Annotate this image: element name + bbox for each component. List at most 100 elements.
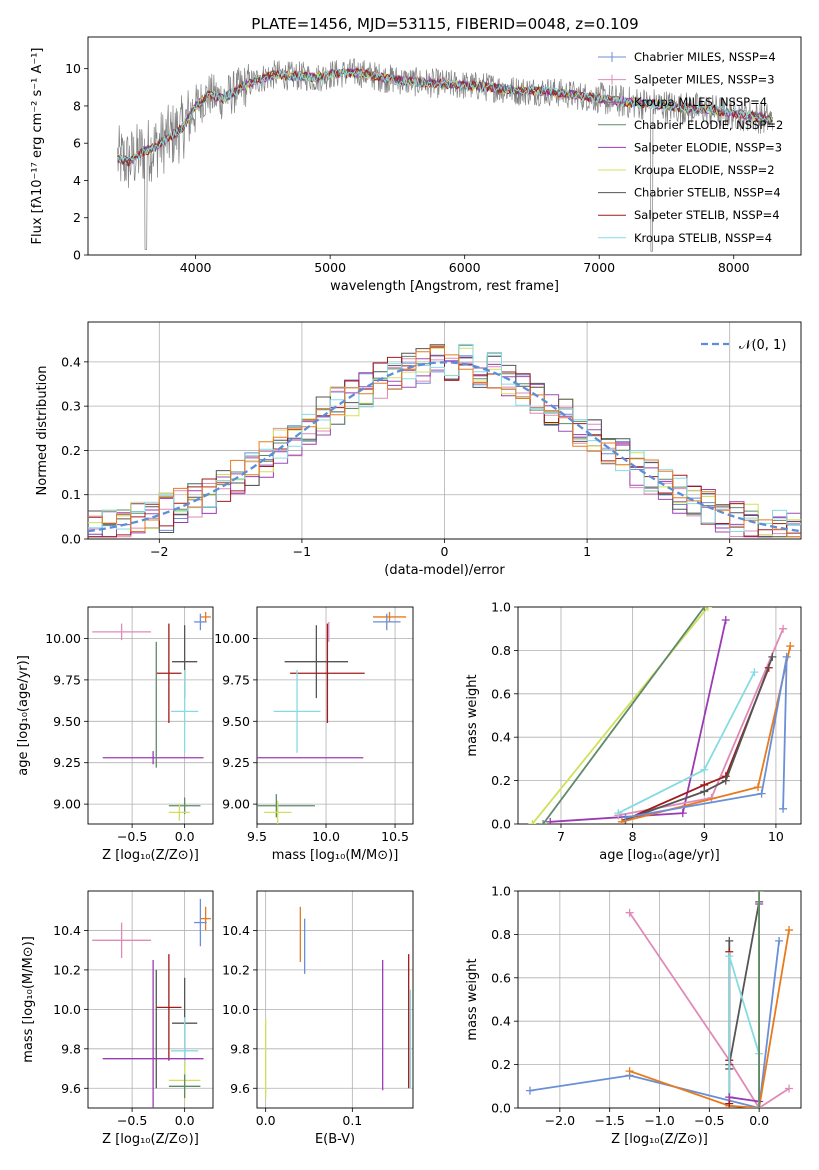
massweight_vs_Z-point-marker: [625, 1067, 634, 1076]
residuals-ytick-label: 0.4: [61, 354, 81, 369]
spectrum-model-line: [117, 67, 773, 166]
massweight_vs_Z-point-marker: [625, 908, 634, 917]
residuals-xtick-label: 2: [726, 544, 734, 559]
residuals-normal-curve: [88, 361, 801, 533]
age_vs_Z-xtick-label: 0.0: [175, 829, 195, 844]
massweight_vs_Z-xtick-label: −2.0: [545, 1113, 575, 1128]
massweight_vs_Z-point-marker: [725, 1093, 734, 1102]
massweight_vs_Z-point-marker: [525, 1086, 534, 1095]
massweight_vs_Z-ytick-label: 0.4: [491, 1014, 511, 1029]
massweight_vs_Z-series-line: [529, 940, 780, 1108]
mass_vs_ebv-ytick-label: 9.6: [230, 1081, 250, 1096]
massweight_vs_age-series-line: [625, 656, 788, 819]
massweight_vs_age-series-line: [625, 656, 774, 821]
residuals-xtick-label: −1: [293, 544, 311, 559]
spectrum-xtick-label: 4000: [180, 260, 212, 275]
massweight_vs_age-point-marker: [539, 820, 548, 824]
age_vs_mass-xtick-label: 10.5: [381, 829, 409, 844]
age_vs_Z-xtick-label: −0.5: [117, 829, 147, 844]
massweight_vs_age-ytick-label: 0.0: [491, 817, 511, 832]
massweight_vs_age-frame: [517, 606, 802, 825]
massweight_vs_age-point-marker: [782, 652, 791, 661]
massweight_vs_Z-ytick-label: 0.2: [491, 1057, 511, 1072]
age_vs_mass-ytick-label: 9.75: [222, 672, 250, 687]
residuals-xtick-label: −2: [150, 544, 168, 559]
residuals-ylabel: Normed distribution: [35, 366, 50, 496]
massweight_vs_Z-ytick-label: 1.0: [491, 884, 511, 899]
age_vs_mass-ytick-label: 9.25: [222, 755, 250, 770]
mass_vs_Z-frame: [87, 890, 214, 1109]
mass_vs_ebv-ytick-label: 9.8: [230, 1041, 250, 1056]
residuals-xlabel: (data-model)/error: [384, 563, 505, 578]
mass_vs_ebv-ytick-label: 10.4: [222, 923, 250, 938]
massweight_vs_Z-ylabel: mass weight: [465, 958, 480, 1040]
massweight_vs_age-xtick-label: 9: [700, 829, 708, 844]
residuals-legend-label: 𝒩(0, 1): [739, 338, 786, 353]
massweight_vs_age-ylabel: mass weight: [465, 674, 480, 756]
massweight_vs_Z-ytick-label: 0.6: [491, 970, 511, 985]
spectrum-xtick-label: 7000: [583, 260, 615, 275]
mass_vs_ebv-xlabel: E(B-V): [315, 1132, 355, 1147]
mass_vs_Z-xtick-label: −0.5: [117, 1113, 147, 1128]
mass_vs_Z-ytick-label: 10.4: [53, 923, 81, 938]
spectrum-xtick-label: 6000: [449, 260, 481, 275]
age_vs_Z-frame: [87, 606, 214, 825]
massweight_vs_Z-point-marker: [755, 891, 764, 895]
massweight_vs_Z-point-marker: [755, 1104, 764, 1108]
spectrum-ytick-label: 0: [73, 248, 81, 263]
spectrum-legend-label: Chabrier MILES, NSSP=4: [634, 50, 776, 64]
spectrum-ytick-label: 2: [73, 210, 81, 225]
massweight_vs_Z-point-marker: [785, 926, 794, 935]
massweight_vs_age-series-line: [531, 607, 709, 824]
age_vs_mass-frame: [256, 606, 414, 825]
mass_vs_Z-xlabel: Z [log₁₀(Z/Z⊙)]: [102, 1132, 199, 1147]
massweight_vs_age-point-marker: [757, 789, 766, 798]
age_vs_mass-ytick-label: 9.50: [222, 714, 250, 729]
spectrum-legend-label: Kroupa STELIB, NSSP=4: [634, 231, 772, 245]
residuals-ytick-label: 0.3: [61, 399, 81, 414]
massweight_vs_age-point-marker: [754, 783, 763, 792]
massweight_vs_age-point-marker: [750, 668, 759, 677]
age_vs_Z-xlabel: Z [log₁₀(Z/Z⊙)]: [102, 848, 199, 863]
figure-title: PLATE=1456, MJD=53115, FIBERID=0048, z=0…: [251, 15, 638, 33]
spectrum-legend-label: Chabrier ELODIE, NSSP=2: [634, 118, 783, 132]
massweight_vs_age-point-marker: [700, 787, 709, 796]
age_vs_mass-xtick-label: 10.0: [312, 829, 340, 844]
mass_vs_Z-ytick-label: 9.8: [61, 1041, 81, 1056]
massweight_vs_age-point-marker: [528, 820, 537, 824]
massweight_vs_age-xtick-label: 10: [768, 829, 784, 844]
massweight_vs_age-point-marker: [617, 817, 626, 824]
mass_vs_Z-xtick-label: 0.0: [175, 1113, 195, 1128]
spectrum-xtick-label: 5000: [314, 260, 346, 275]
age_vs_Z-ytick-label: 10.00: [45, 631, 81, 646]
massweight_vs_age-point-marker: [721, 616, 730, 625]
massweight_vs_Z-point-marker: [725, 936, 734, 945]
age_vs_mass-xtick-label: 9.5: [247, 829, 267, 844]
massweight_vs_age-ytick-label: 0.8: [491, 643, 511, 658]
spectrum-model-line: [117, 67, 774, 164]
massweight_vs_age-point-marker: [779, 804, 788, 813]
mass_vs_ebv-ytick-label: 10.2: [222, 962, 250, 977]
spectrum-xlabel: wavelength [Angstrom, rest frame]: [330, 279, 559, 294]
spectrum-legend-label: Salpeter STELIB, NSSP=4: [634, 208, 780, 222]
massweight_vs_age-point-marker: [703, 607, 712, 611]
mass_vs_ebv-xtick-label: 0.0: [256, 1113, 276, 1128]
age_vs_Z-ytick-label: 9.25: [53, 755, 81, 770]
massweight_vs_age-point-marker: [779, 624, 788, 633]
spectrum-ytick-label: 8: [73, 98, 81, 113]
residuals-xtick-label: 1: [583, 544, 591, 559]
massweight_vs_Z-point-marker: [725, 952, 734, 961]
spectrum-ylabel: Flux [fλ10⁻¹⁷ erg cm⁻² s⁻¹ A⁻¹]: [30, 48, 45, 245]
massweight_vs_Z-xtick-label: −1.5: [594, 1113, 624, 1128]
spectrum-legend-label: Salpeter MILES, NSSP=3: [634, 73, 775, 87]
massweight_vs_Z-ytick-label: 0.0: [491, 1101, 511, 1116]
residuals-xtick-label: 0: [441, 544, 449, 559]
age_vs_mass-xlabel: mass [log₁₀(M/M⊙)]: [272, 848, 399, 863]
massweight_vs_Z-xtick-label: 0.0: [749, 1113, 769, 1128]
residuals-ytick-label: 0.2: [61, 443, 81, 458]
massweight_vs_age-point-marker: [786, 642, 795, 651]
spectrum-legend-label: Chabrier STELIB, NSSP=4: [634, 186, 781, 200]
massweight_vs_age-point-marker: [768, 652, 777, 661]
massweight_vs_age-ytick-label: 0.6: [491, 686, 511, 701]
